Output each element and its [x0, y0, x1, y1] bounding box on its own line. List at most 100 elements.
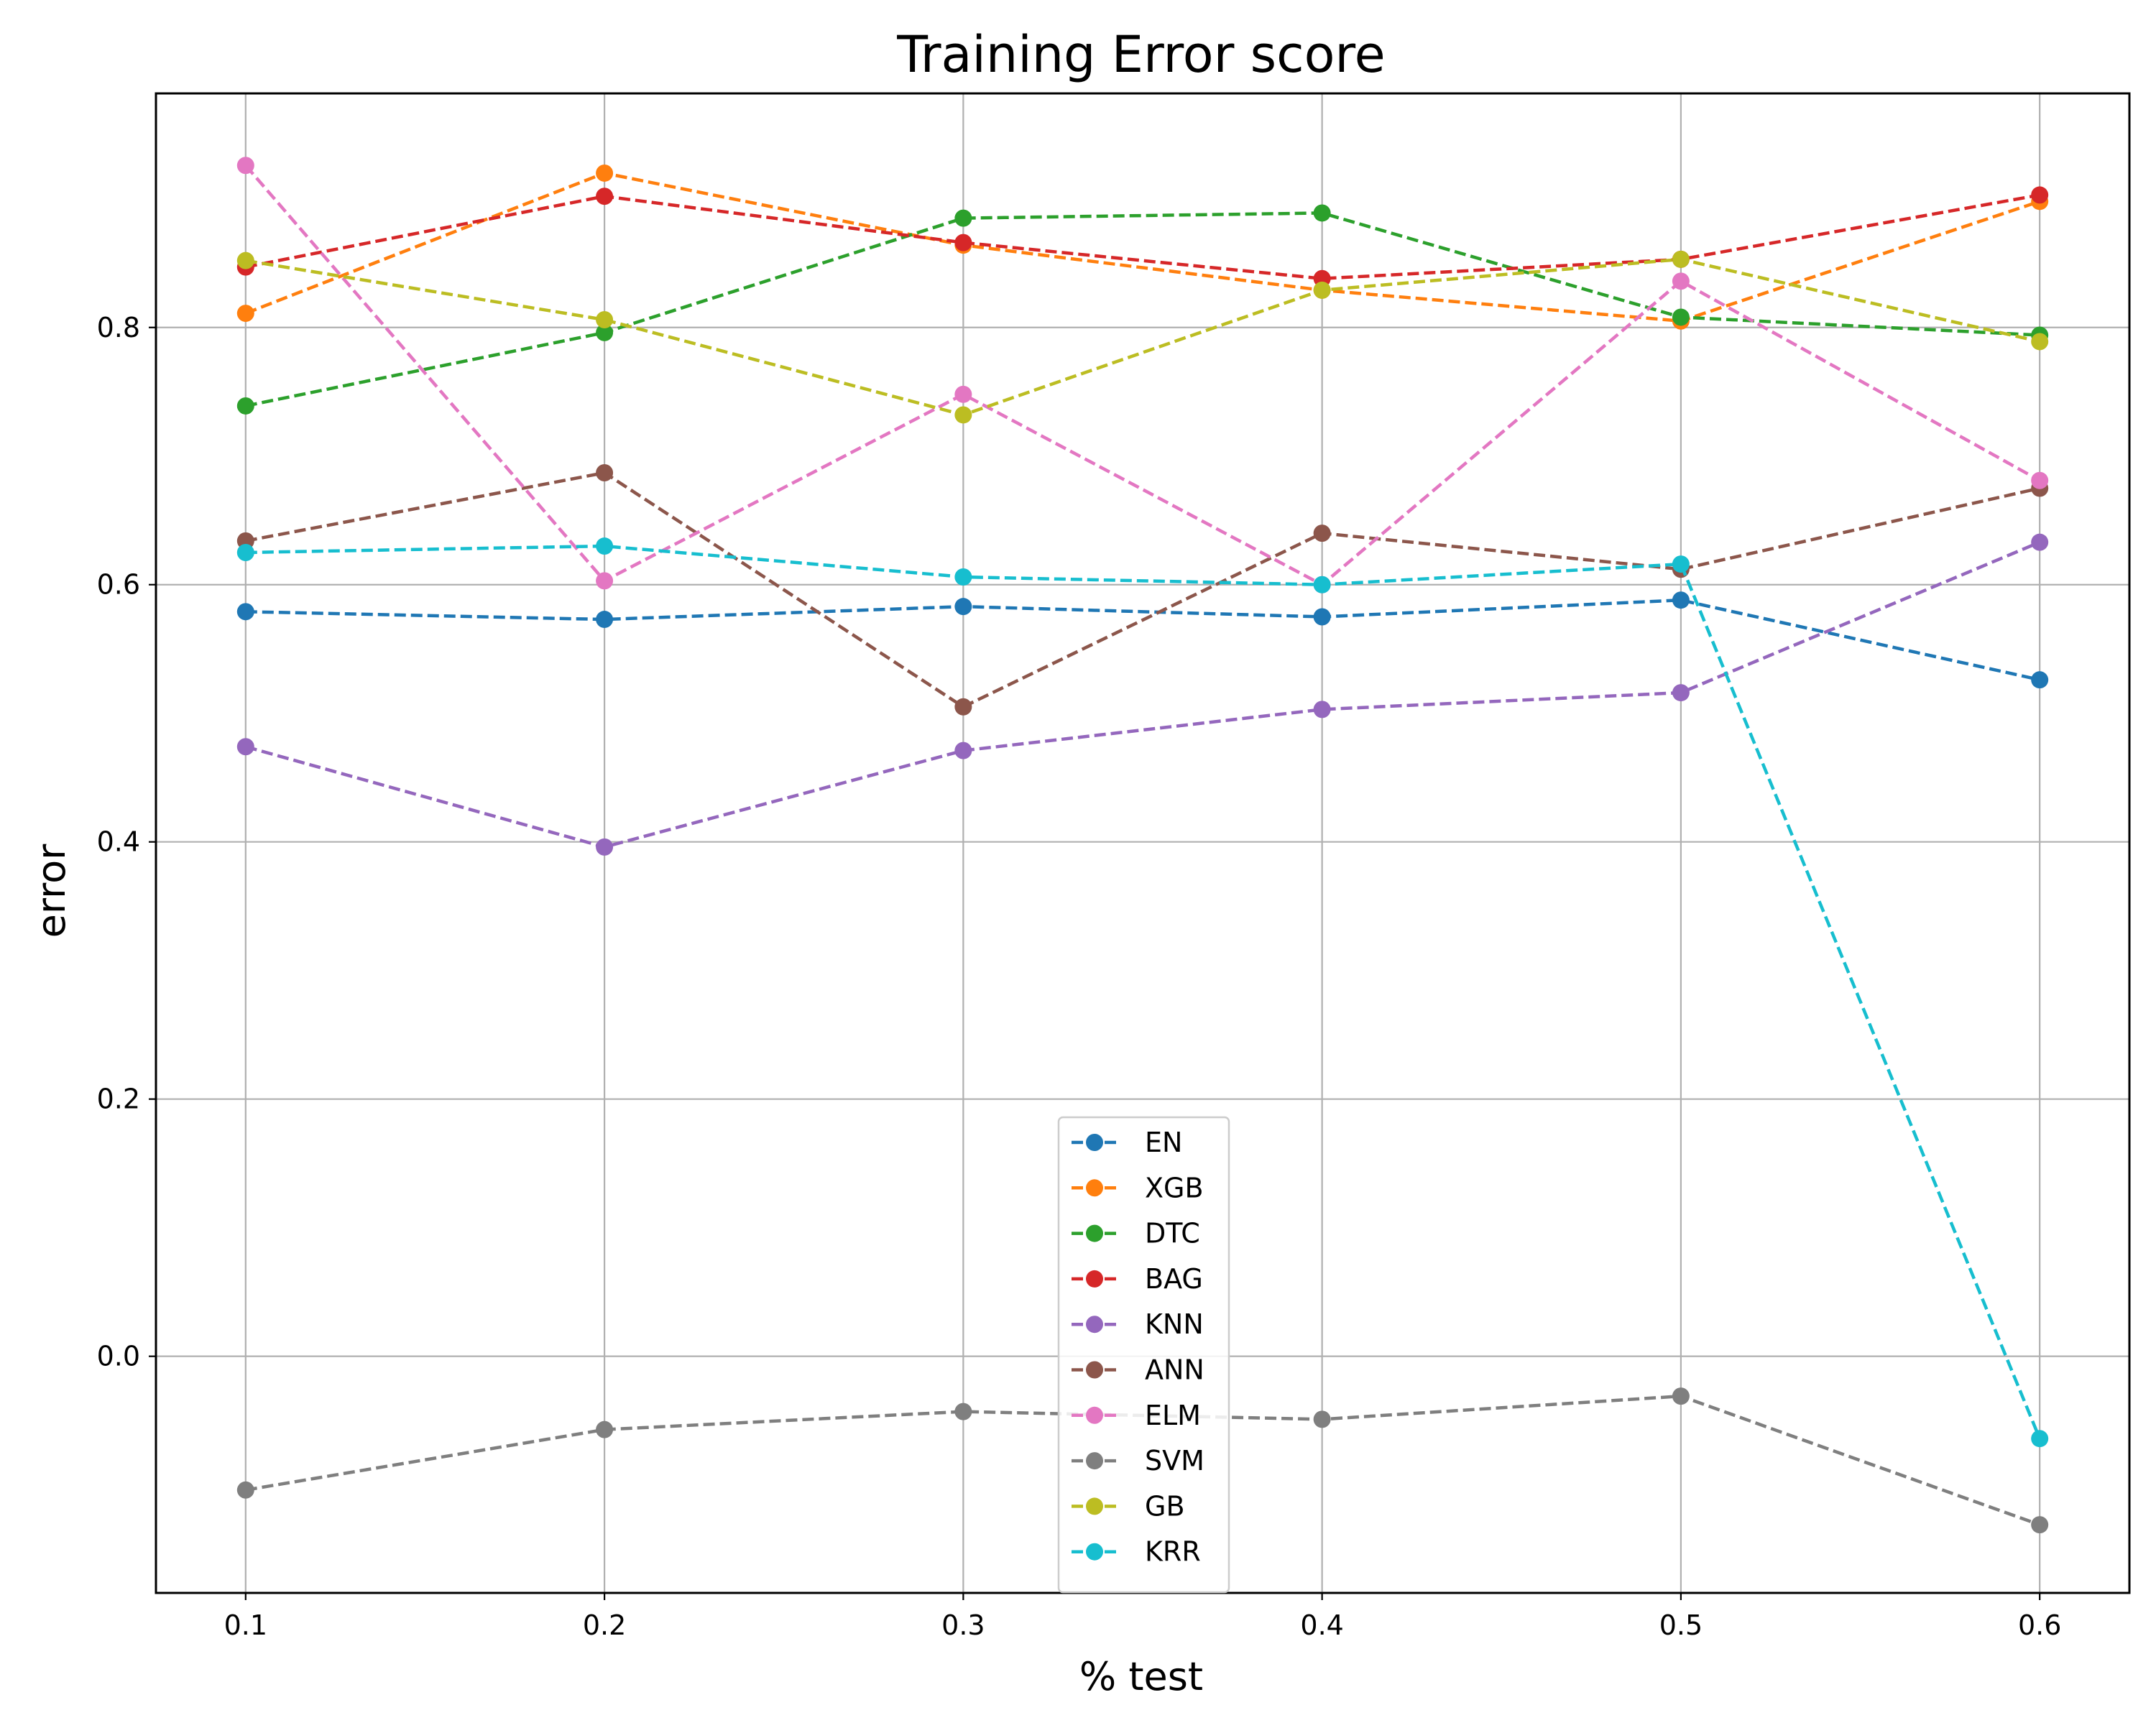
data-point-gb — [1672, 250, 1690, 268]
data-point-knn — [1313, 701, 1331, 719]
x-axis-label: % test — [1079, 1654, 1203, 1699]
data-point-elm — [1672, 272, 1690, 290]
data-point-dtc — [954, 209, 972, 227]
series-line-gb — [245, 257, 2040, 417]
legend-marker — [1086, 1361, 1103, 1379]
legend-item-xgb: XGB — [1072, 1172, 1204, 1203]
data-point-bag — [596, 188, 614, 205]
y-tick-label: 0.6 — [97, 569, 140, 601]
legend-marker — [1086, 1179, 1103, 1197]
legend-label: BAG — [1145, 1263, 1203, 1295]
legend-item-svm: SVM — [1072, 1445, 1204, 1477]
data-point-svm — [2031, 1516, 2049, 1534]
series-gb — [236, 250, 2049, 424]
data-point-krr — [1313, 576, 1331, 593]
legend-marker — [1086, 1543, 1103, 1561]
legend-item-dtc: DTC — [1072, 1218, 1200, 1249]
legend-item-krr: KRR — [1072, 1536, 1201, 1568]
data-point-svm — [1313, 1410, 1331, 1428]
data-point-ann — [596, 464, 614, 482]
x-tick-label: 0.4 — [1300, 1609, 1343, 1641]
legend: EN XGB DTC BAG KNN ANN ELM SVM GB KRR — [1057, 1116, 1230, 1594]
data-point-krr — [954, 568, 972, 586]
series-line-elm — [244, 164, 2041, 587]
data-point-gb — [596, 311, 614, 329]
data-point-krr — [2031, 1430, 2049, 1448]
y-tick-label: 0.4 — [97, 826, 140, 858]
legend-label: ELM — [1145, 1400, 1201, 1431]
x-tick-label: 0.1 — [224, 1609, 267, 1641]
legend-label: XGB — [1145, 1172, 1204, 1203]
data-point-en — [596, 611, 614, 629]
legend-item-elm: ELM — [1072, 1400, 1201, 1431]
series-krr — [236, 537, 2049, 1448]
legend-marker — [1086, 1224, 1103, 1242]
x-tick-label: 0.2 — [583, 1609, 626, 1641]
series-knn — [236, 533, 2049, 856]
series-line-en — [245, 598, 2040, 682]
legend-label: EN — [1145, 1127, 1182, 1158]
legend-item-en: EN — [1072, 1127, 1182, 1158]
data-point-xgb — [236, 305, 254, 323]
data-point-dtc — [236, 397, 254, 415]
data-point-gb — [1313, 281, 1331, 299]
series-line-ann — [245, 471, 2040, 709]
data-point-svm — [954, 1403, 972, 1420]
legend-item-ann: ANN — [1072, 1354, 1204, 1386]
x-tick-label: 0.3 — [941, 1609, 985, 1641]
data-point-knn — [1672, 684, 1690, 702]
data-point-elm — [596, 572, 614, 590]
legend-label: DTC — [1145, 1218, 1200, 1249]
data-point-ann — [954, 698, 972, 716]
data-point-krr — [1672, 555, 1690, 573]
y-tick-label: 0.0 — [97, 1341, 140, 1372]
ticks: 0.1 0.2 0.3 0.4 0.5 0.6 0.0 0.2 0.4 0.6 0.8 — [97, 312, 2062, 1641]
legend-marker — [1086, 1316, 1103, 1334]
legend-marker — [1086, 1270, 1103, 1288]
y-axis-label: error — [29, 844, 74, 938]
legend-item-gb: GB — [1072, 1490, 1185, 1522]
legend-marker — [1086, 1134, 1103, 1151]
data-point-svm — [596, 1420, 614, 1438]
data-point-en — [1672, 591, 1690, 609]
series-line-xgb — [244, 171, 2040, 323]
legend-label: SVM — [1145, 1445, 1204, 1477]
data-point-dtc — [596, 323, 614, 341]
data-point-en — [2031, 671, 2049, 689]
x-tick-label: 0.6 — [2018, 1609, 2061, 1641]
legend-label: KNN — [1145, 1308, 1204, 1340]
legend-label: KRR — [1145, 1536, 1201, 1568]
legend-item-knn: KNN — [1072, 1308, 1204, 1340]
data-point-elm — [236, 157, 254, 175]
data-point-elm — [954, 385, 972, 403]
data-point-dtc — [1313, 204, 1331, 222]
data-point-xgb — [596, 164, 614, 182]
x-tick-label: 0.5 — [1659, 1609, 1703, 1641]
data-point-knn — [2031, 533, 2049, 551]
legend-label: GB — [1145, 1490, 1185, 1522]
chart-title: Training Error score — [896, 25, 1385, 84]
data-point-svm — [236, 1481, 254, 1499]
data-point-en — [954, 598, 972, 616]
data-point-svm — [1672, 1387, 1690, 1405]
y-tick-label: 0.8 — [97, 312, 140, 343]
legend-marker — [1086, 1452, 1103, 1470]
data-point-knn — [954, 741, 972, 759]
data-point-gb — [954, 406, 972, 424]
data-point-ann — [1313, 525, 1331, 542]
series-line-dtc — [245, 211, 2040, 408]
legend-item-bag: BAG — [1072, 1263, 1203, 1295]
data-point-knn — [596, 838, 614, 856]
data-point-gb — [236, 251, 254, 269]
data-point-bag — [954, 234, 972, 251]
legend-label: ANN — [1145, 1354, 1204, 1386]
data-point-en — [236, 603, 254, 621]
data-point-krr — [596, 537, 614, 555]
data-point-dtc — [1672, 308, 1690, 326]
data-point-en — [1313, 608, 1331, 626]
legend-marker — [1086, 1497, 1103, 1515]
data-point-elm — [2031, 471, 2049, 489]
y-tick-label: 0.2 — [97, 1084, 140, 1115]
